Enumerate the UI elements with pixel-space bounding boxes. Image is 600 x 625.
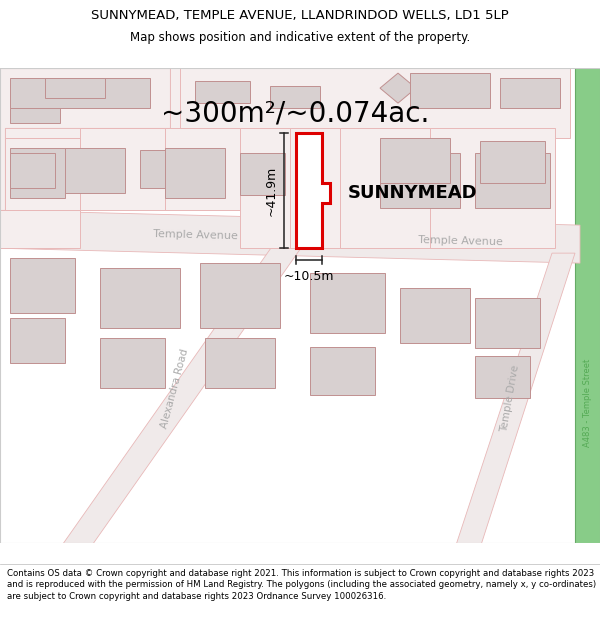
Polygon shape	[0, 113, 570, 138]
Polygon shape	[60, 235, 310, 548]
Bar	[380, 138, 450, 183]
Bar	[270, 86, 320, 108]
Bar	[140, 150, 185, 188]
Text: Temple Avenue: Temple Avenue	[418, 235, 502, 248]
Polygon shape	[290, 128, 340, 248]
Bar	[240, 153, 285, 195]
Polygon shape	[165, 128, 240, 210]
Bar	[10, 78, 150, 108]
Bar	[310, 347, 375, 395]
Bar	[500, 78, 560, 108]
Text: A483 - Temple Street: A483 - Temple Street	[583, 359, 593, 448]
Bar	[10, 318, 65, 363]
Polygon shape	[240, 128, 310, 248]
Bar	[10, 153, 55, 188]
Text: SUNNYMEAD, TEMPLE AVENUE, LLANDRINDOD WELLS, LD1 5LP: SUNNYMEAD, TEMPLE AVENUE, LLANDRINDOD WE…	[91, 9, 509, 22]
Text: ~300m²/~0.074ac.: ~300m²/~0.074ac.	[161, 99, 429, 127]
Bar	[195, 81, 250, 103]
Bar	[45, 78, 105, 98]
Bar	[100, 338, 165, 388]
Bar	[205, 338, 275, 388]
Polygon shape	[80, 128, 165, 210]
Text: Contains OS data © Crown copyright and database right 2021. This information is : Contains OS data © Crown copyright and d…	[7, 569, 596, 601]
Text: SUNNYMEAD: SUNNYMEAD	[348, 184, 478, 202]
Text: Temple Drive: Temple Drive	[499, 364, 521, 432]
Bar	[310, 273, 385, 333]
Text: Alexandra Road: Alexandra Road	[160, 347, 190, 429]
Text: Map shows position and indicative extent of the property.: Map shows position and indicative extent…	[130, 31, 470, 44]
Bar	[380, 153, 460, 208]
Bar	[475, 153, 550, 208]
Polygon shape	[296, 133, 330, 248]
Polygon shape	[0, 210, 580, 263]
Bar	[200, 263, 280, 328]
Bar	[475, 356, 530, 398]
Bar	[400, 288, 470, 343]
Bar	[165, 148, 225, 198]
Polygon shape	[455, 253, 575, 548]
Bar	[480, 141, 545, 183]
Bar	[410, 73, 490, 108]
Bar	[65, 148, 125, 193]
Text: ~41.9m: ~41.9m	[265, 166, 278, 216]
Polygon shape	[5, 138, 80, 210]
Bar	[10, 258, 75, 313]
Bar	[10, 148, 65, 198]
Polygon shape	[0, 68, 170, 210]
Polygon shape	[430, 128, 555, 248]
Polygon shape	[0, 210, 80, 248]
Bar	[10, 108, 60, 123]
Bar	[100, 268, 180, 328]
Text: ~10.5m: ~10.5m	[284, 270, 334, 283]
Polygon shape	[180, 68, 570, 210]
Polygon shape	[380, 73, 416, 103]
Polygon shape	[575, 63, 600, 548]
Text: Temple Avenue: Temple Avenue	[152, 229, 238, 241]
Bar	[475, 298, 540, 348]
Polygon shape	[340, 128, 430, 248]
Polygon shape	[5, 68, 320, 138]
